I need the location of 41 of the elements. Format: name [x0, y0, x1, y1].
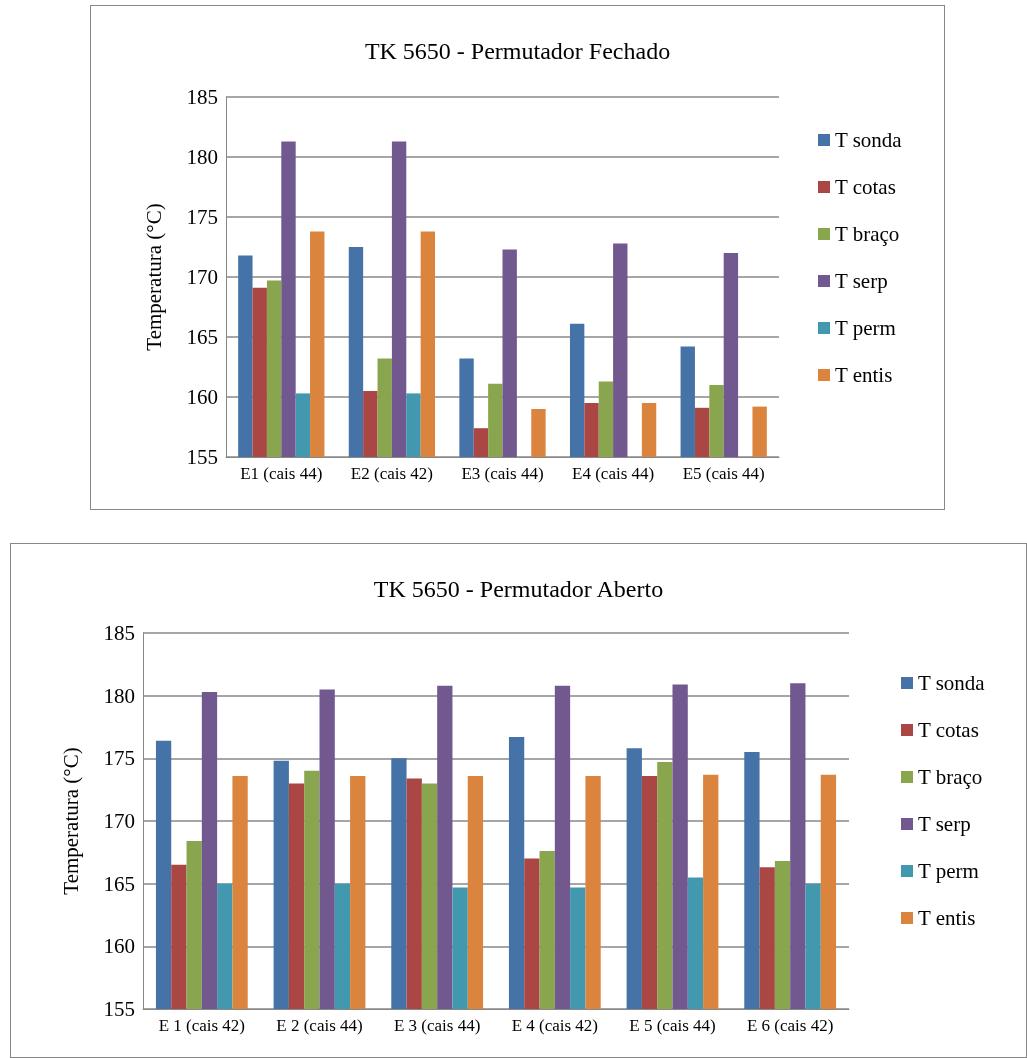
- y-tick-label: 185: [103, 621, 135, 645]
- y-tick-label: 170: [103, 809, 135, 833]
- x-tick-label: E3 (cais 44): [461, 464, 544, 483]
- y-tick-label: 170: [186, 265, 218, 289]
- y-tick-label: 160: [186, 385, 218, 409]
- y-tick-label: 155: [186, 445, 218, 469]
- legend-label: T entis: [835, 363, 893, 387]
- y-tick-label: 160: [103, 934, 135, 959]
- y-tick-label: 165: [186, 325, 218, 349]
- y-axis-title: Temperatura (°C): [141, 203, 166, 351]
- y-tick-label: 180: [103, 683, 135, 708]
- x-tick-label: E 2 (cais 44): [276, 1016, 363, 1035]
- y-axis-title: Temperatura (°C): [58, 747, 83, 895]
- x-tick-label: E 1 (cais 42): [158, 1016, 246, 1035]
- y-tick-label: 175: [186, 205, 218, 229]
- legend-label: T cotas: [835, 175, 896, 199]
- legend-label: T braço: [835, 222, 900, 246]
- legend-label: T perm: [835, 316, 896, 340]
- x-tick-label: E4 (cais 44): [572, 464, 655, 483]
- chart-title: TK 5650 - Permutador Fechado: [364, 38, 671, 64]
- legend-label: T sonda: [918, 671, 986, 695]
- legend-label: T cotas: [918, 718, 979, 742]
- legend-label: T perm: [918, 859, 979, 883]
- y-tick-label: 180: [186, 145, 218, 169]
- legend-label: T entis: [918, 906, 976, 930]
- legend-label: T sonda: [835, 128, 903, 152]
- legend-label: T serp: [835, 269, 888, 293]
- x-tick-label: E 6 (cais 42): [746, 1016, 834, 1035]
- chart-title: TK 5650 - Permutador Aberto: [373, 576, 664, 602]
- y-tick-label: 165: [103, 871, 135, 896]
- x-tick-label: E 4 (cais 42): [511, 1016, 599, 1035]
- legend-label: T braço: [918, 765, 983, 789]
- x-tick-label: E1 (cais 44): [240, 464, 323, 483]
- y-tick-label: 155: [103, 997, 135, 1021]
- y-tick-label: 175: [103, 746, 135, 771]
- y-tick-label: 185: [186, 85, 218, 109]
- x-tick-label: E2 (cais 42): [350, 464, 433, 483]
- x-tick-label: E5 (cais 44): [682, 464, 765, 483]
- x-tick-label: E 5 (cais 44): [629, 1016, 716, 1035]
- legend-label: T serp: [918, 812, 971, 836]
- x-tick-label: E 3 (cais 44): [393, 1016, 481, 1035]
